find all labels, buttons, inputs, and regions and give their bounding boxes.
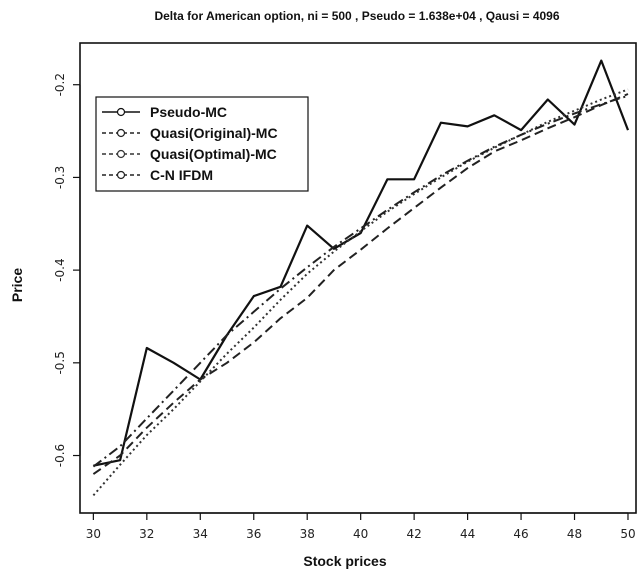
y-tick-label: -0.6 — [53, 444, 67, 467]
legend-marker — [118, 172, 125, 179]
x-tick-label: 32 — [139, 527, 154, 541]
x-tick-label: 50 — [620, 527, 635, 541]
legend-label: Quasi(Original)-MC — [150, 125, 278, 141]
y-axis-label: Price — [9, 268, 25, 302]
y-axis: -0.6 -0.5 -0.4 -0.3 -0.2 — [53, 73, 80, 467]
legend-marker — [118, 109, 125, 116]
y-tick-label: -0.2 — [53, 73, 67, 96]
x-tick-label: 46 — [513, 527, 528, 541]
x-tick-label: 42 — [406, 527, 421, 541]
y-tick-label: -0.4 — [53, 258, 67, 281]
x-tick-label: 48 — [567, 527, 582, 541]
chart-title: Delta for American option, ni = 500 , Ps… — [154, 9, 559, 23]
x-tick-label: 38 — [300, 527, 315, 541]
y-tick-label: -0.3 — [53, 166, 67, 189]
x-tick-label: 44 — [460, 527, 475, 541]
x-tick-label: 34 — [193, 527, 208, 541]
legend-label: Quasi(Optimal)-MC — [150, 146, 277, 162]
legend-label: C-N IFDM — [150, 167, 213, 183]
x-tick-label: 36 — [246, 527, 261, 541]
x-axis-label: Stock prices — [303, 553, 386, 569]
x-tick-label: 30 — [86, 527, 101, 541]
x-axis: 30 32 34 36 38 40 42 44 46 48 50 — [86, 513, 636, 541]
legend: Pseudo-MC Quasi(Original)-MC Quasi(Optimal… — [96, 97, 308, 191]
x-tick-label: 40 — [353, 527, 368, 541]
legend-marker — [118, 130, 125, 137]
legend-marker — [118, 151, 125, 158]
y-tick-label: -0.5 — [53, 351, 67, 374]
legend-label: Pseudo-MC — [150, 104, 227, 120]
